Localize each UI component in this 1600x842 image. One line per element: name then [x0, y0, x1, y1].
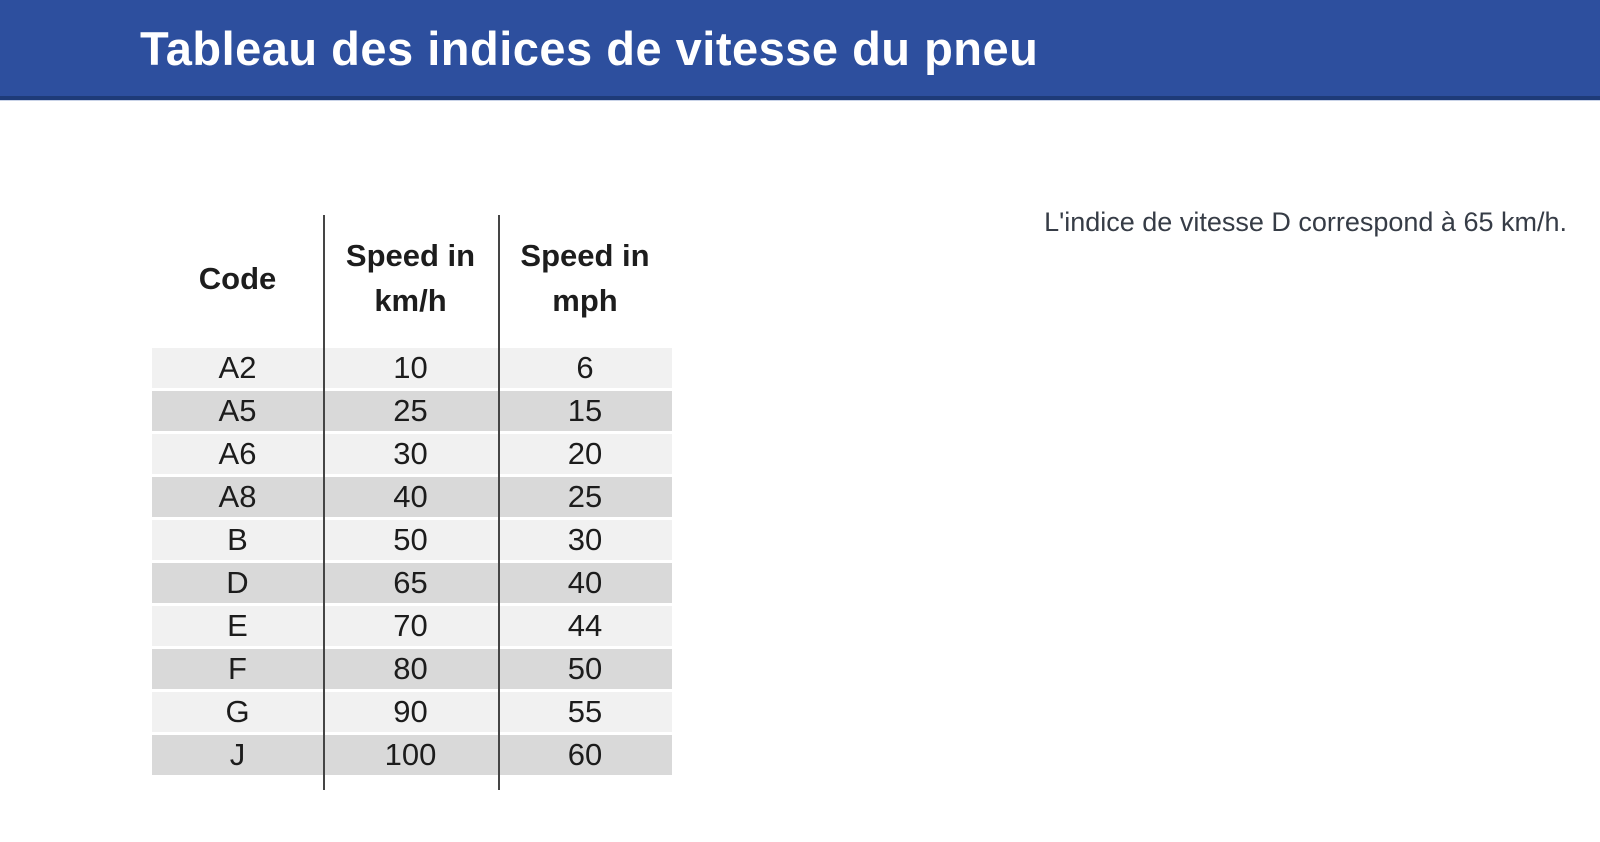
table-cell: 10: [393, 350, 428, 385]
table-row: D 65 40: [152, 563, 672, 606]
table-cell: 60: [567, 737, 603, 772]
table-cell: 55: [567, 694, 603, 729]
table-cell: 40: [393, 479, 428, 514]
table-row: B 50 30: [152, 520, 672, 563]
table-cell: A8: [218, 479, 257, 514]
table-cell: 65: [393, 565, 428, 600]
table-body: A2 10 6 A5 25 15 A6 30 20 A8 40 25 B 50 30 D 65 40 E 70 44 F 8…: [152, 348, 672, 778]
table-cell: B: [227, 522, 248, 557]
page-title: Tableau des indices de vitesse du pneu: [140, 21, 1039, 75]
column-divider-2: [498, 215, 500, 790]
table-cell: 80: [393, 651, 428, 686]
table-row: J 100 60: [152, 735, 672, 778]
table-cell: 40: [567, 565, 603, 600]
table-cell: 90: [393, 694, 428, 729]
table-cell: E: [227, 608, 248, 643]
table-cell: A6: [218, 436, 257, 471]
table-header-row: Code Speed in km/h Speed in mph: [152, 210, 672, 348]
table-cell: D: [226, 565, 249, 600]
table-cell: 25: [567, 479, 603, 514]
table-cell: A2: [218, 350, 257, 385]
column-header: Code: [198, 260, 277, 296]
table-cell: J: [229, 737, 246, 772]
table-cell: 15: [567, 393, 603, 428]
table-cell: G: [225, 694, 250, 729]
table-cell: 50: [393, 522, 428, 557]
table-cell: F: [228, 651, 247, 686]
table-cell: 6: [576, 350, 594, 385]
table-cell: 100: [384, 737, 437, 772]
table-row: A5 25 15: [152, 391, 672, 434]
table-cell: 30: [567, 522, 603, 557]
column-divider-1: [323, 215, 325, 790]
speed-index-table: Code Speed in km/h Speed in mph A2 10 6 A5 25 15 A…: [152, 210, 672, 790]
table-row: A6 30 20: [152, 434, 672, 477]
table-row: A2 10 6: [152, 348, 672, 391]
table-cell: 44: [567, 608, 603, 643]
column-header: Speed in km/h: [345, 238, 476, 318]
table-row: G 90 55: [152, 692, 672, 735]
table-row: A8 40 25: [152, 477, 672, 520]
table-cell: 50: [567, 651, 603, 686]
table-row: E 70 44: [152, 606, 672, 649]
title-banner: Tableau des indices de vitesse du pneu: [0, 0, 1600, 100]
table-cell: 70: [393, 608, 428, 643]
table-cell: 30: [393, 436, 428, 471]
table-row: F 80 50: [152, 649, 672, 692]
table-cell: 25: [393, 393, 428, 428]
table-cell: 20: [567, 436, 603, 471]
column-header: Speed in mph: [520, 238, 650, 318]
caption-text: L'indice de vitesse D correspond à 65 km…: [1044, 207, 1567, 237]
table-cell: A5: [218, 393, 257, 428]
